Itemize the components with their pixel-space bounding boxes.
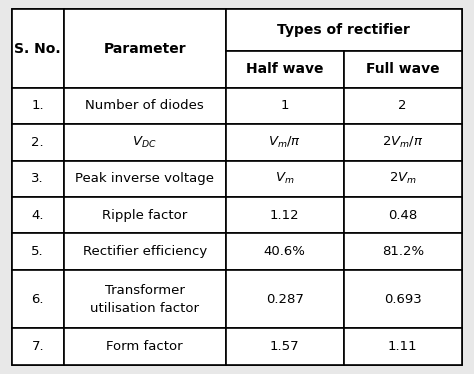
Bar	[344, 124, 462, 160]
Text: 3.: 3.	[31, 172, 44, 185]
Text: 40.6%: 40.6%	[264, 245, 306, 258]
Text: 1.: 1.	[31, 99, 44, 113]
Text: $2V_m$: $2V_m$	[389, 171, 417, 186]
Text: 0.287: 0.287	[266, 292, 304, 306]
Text: 81.2%: 81.2%	[382, 245, 424, 258]
Bar	[12, 270, 64, 328]
Text: 5.: 5.	[31, 245, 44, 258]
Bar	[344, 160, 462, 197]
Bar	[226, 160, 344, 197]
Text: $2V_m/\pi$: $2V_m/\pi$	[382, 135, 423, 150]
Bar	[226, 328, 344, 365]
Text: Half wave: Half wave	[246, 62, 323, 76]
Text: 1.11: 1.11	[388, 340, 418, 353]
Bar	[12, 9, 64, 88]
Bar	[12, 124, 64, 160]
Bar	[226, 197, 344, 233]
Bar	[64, 9, 226, 88]
Text: 1: 1	[281, 99, 289, 113]
Bar	[64, 270, 226, 328]
Text: 4.: 4.	[31, 209, 44, 222]
Bar	[226, 9, 462, 51]
Text: 0.693: 0.693	[384, 292, 421, 306]
Bar	[64, 160, 226, 197]
Text: Ripple factor: Ripple factor	[102, 209, 187, 222]
Bar	[226, 270, 344, 328]
Text: $V_m$: $V_m$	[275, 171, 294, 186]
Bar	[344, 270, 462, 328]
Bar	[226, 233, 344, 270]
Text: $V_{DC}$: $V_{DC}$	[132, 135, 157, 150]
Bar	[64, 328, 226, 365]
Text: Number of diodes: Number of diodes	[85, 99, 204, 113]
Bar	[344, 88, 462, 124]
Bar	[12, 328, 64, 365]
Bar	[64, 124, 226, 160]
Text: 0.48: 0.48	[388, 209, 417, 222]
Bar	[12, 197, 64, 233]
Text: Transformer
utilisation factor: Transformer utilisation factor	[90, 283, 199, 315]
Text: 2: 2	[399, 99, 407, 113]
Bar	[12, 233, 64, 270]
Bar	[344, 233, 462, 270]
Text: Types of rectifier: Types of rectifier	[277, 23, 410, 37]
Text: Form factor: Form factor	[106, 340, 183, 353]
Text: Full wave: Full wave	[366, 62, 439, 76]
Bar	[12, 160, 64, 197]
Text: 2.: 2.	[31, 136, 44, 149]
Text: 7.: 7.	[31, 340, 44, 353]
Bar	[344, 328, 462, 365]
Bar	[226, 88, 344, 124]
Bar	[344, 197, 462, 233]
Bar	[226, 124, 344, 160]
Bar	[64, 88, 226, 124]
Text: 1.12: 1.12	[270, 209, 300, 222]
Text: 6.: 6.	[31, 292, 44, 306]
Text: 1.57: 1.57	[270, 340, 300, 353]
Text: $V_m/\pi$: $V_m/\pi$	[268, 135, 301, 150]
Bar	[12, 88, 64, 124]
Bar	[64, 197, 226, 233]
Text: Parameter: Parameter	[103, 42, 186, 55]
Bar	[226, 51, 344, 88]
Text: Peak inverse voltage: Peak inverse voltage	[75, 172, 214, 185]
Text: Rectifier efficiency: Rectifier efficiency	[82, 245, 207, 258]
Bar	[344, 51, 462, 88]
Bar	[64, 233, 226, 270]
Text: S. No.: S. No.	[14, 42, 61, 55]
